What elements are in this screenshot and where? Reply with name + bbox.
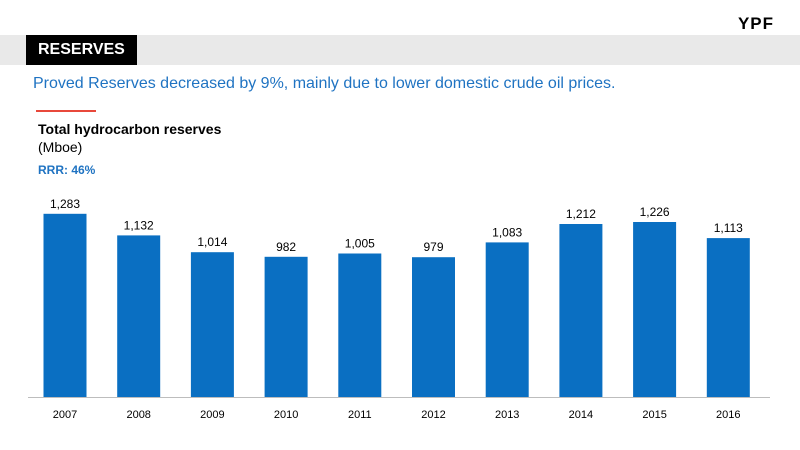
- x-tick-2011: 2011: [348, 409, 372, 421]
- bar-2013: [485, 242, 529, 397]
- rrr-note: RRR: 46%: [38, 163, 96, 177]
- x-tick-2007: 2007: [53, 409, 77, 421]
- section-tag: RESERVES: [26, 35, 137, 65]
- value-label-2010: 982: [276, 240, 296, 254]
- chart-unit: (Mboe): [38, 139, 83, 155]
- headline: Proved Reserves decreased by 9%, mainly …: [33, 75, 616, 92]
- bar-2014: [559, 224, 603, 397]
- ypf-logo: YPF: [737, 14, 774, 33]
- x-tick-2008: 2008: [126, 409, 150, 421]
- bar-2015: [633, 222, 677, 397]
- x-tick-2009: 2009: [200, 409, 224, 421]
- value-label-2008: 1,132: [124, 218, 154, 232]
- x-tick-2015: 2015: [642, 409, 666, 421]
- chart-title: Total hydrocarbon reserves: [38, 121, 222, 137]
- bar-2010: [264, 256, 308, 397]
- value-label-2016: 1,113: [714, 221, 743, 235]
- value-label-2015: 1,226: [640, 205, 670, 219]
- bar-2016: [706, 238, 750, 397]
- x-tick-2014: 2014: [569, 409, 593, 421]
- value-label-2011: 1,005: [345, 237, 375, 251]
- x-tick-2010: 2010: [274, 409, 298, 421]
- x-tick-2013: 2013: [495, 409, 519, 421]
- bar-2011: [338, 253, 382, 397]
- x-tick-2012: 2012: [421, 409, 445, 421]
- value-label-2009: 1,014: [197, 235, 227, 249]
- bar-2008: [117, 235, 161, 397]
- x-tick-2016: 2016: [716, 409, 740, 421]
- bar-2009: [190, 252, 234, 397]
- value-label-2007: 1,283: [50, 197, 80, 211]
- bar-2012: [412, 257, 455, 397]
- value-label-2012: 979: [423, 240, 443, 254]
- bar-2007: [43, 213, 87, 397]
- accent-rule: [36, 110, 96, 112]
- value-label-2014: 1,212: [566, 207, 596, 221]
- value-label-2013: 1,083: [492, 225, 522, 239]
